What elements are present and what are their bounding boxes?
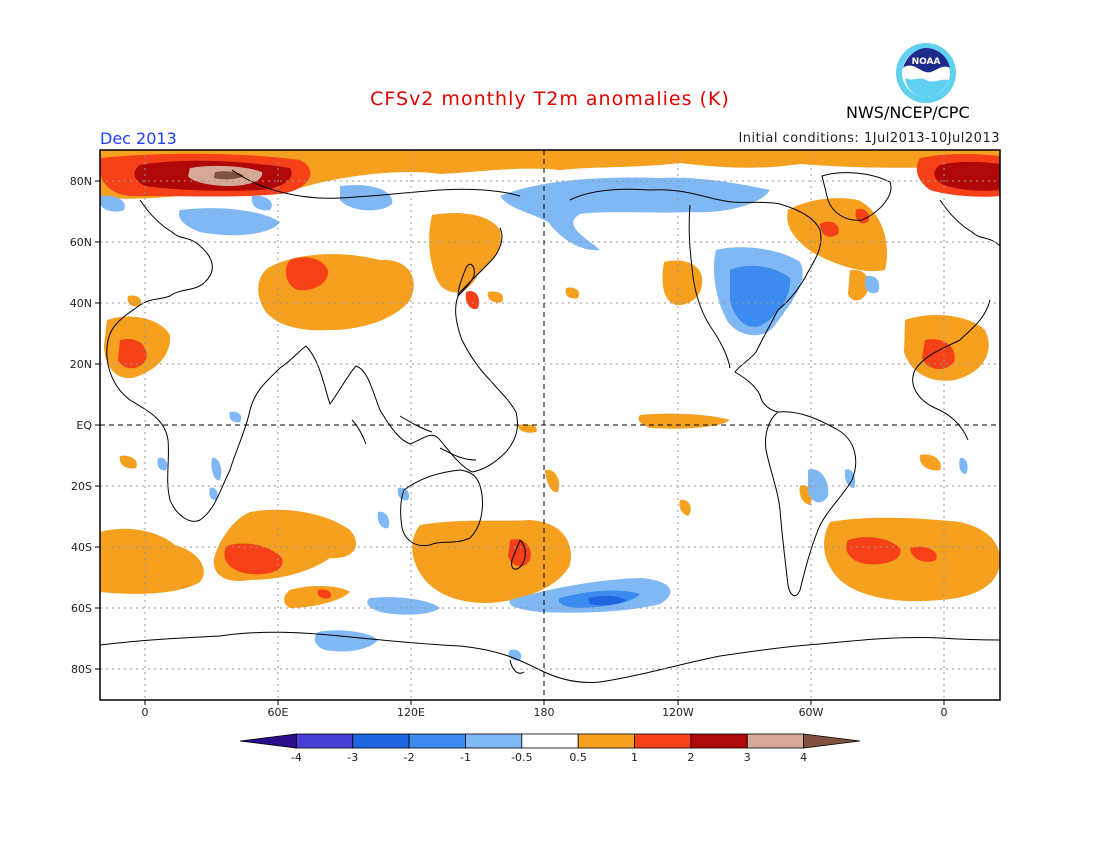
lon-label: 120W bbox=[662, 706, 694, 719]
colorbar-swatch bbox=[577, 733, 635, 749]
longitude-labels: 0 60E 120E 180 120W 60W 0 bbox=[142, 706, 948, 719]
colorbar-label: -0.5 bbox=[511, 751, 532, 764]
noaa-logo-icon: NOAA bbox=[896, 43, 956, 103]
moderate-cold-anomaly-patches bbox=[558, 265, 791, 608]
lon-label: 180 bbox=[534, 706, 555, 719]
colorbar-label: 0.5 bbox=[569, 751, 587, 764]
tick-marks bbox=[95, 180, 945, 705]
colorbar-swatch bbox=[239, 733, 297, 749]
lat-label: 80N bbox=[70, 175, 92, 188]
initial-conditions: Initial conditions: 1Jul2013-10Jul2013 bbox=[738, 131, 1000, 146]
colorbar-label: -1 bbox=[460, 751, 471, 764]
colorbar-swatch bbox=[408, 733, 466, 749]
colorbar-label: 3 bbox=[744, 751, 751, 764]
colorbar-label: 1 bbox=[631, 751, 638, 764]
lat-label: 60N bbox=[70, 236, 92, 249]
lat-label: 80S bbox=[71, 663, 92, 676]
colorbar-swatch bbox=[746, 733, 805, 749]
latitude-labels: 80N 60N 40N 20N EQ 20S 40S 60S 80S bbox=[70, 175, 93, 676]
graticule bbox=[100, 150, 1000, 700]
logo-text: NOAA bbox=[912, 57, 941, 67]
map-title: CFSv2 monthly T2m anomalies (K) bbox=[370, 88, 730, 110]
lon-label: 0 bbox=[142, 706, 149, 719]
colorbar-swatch bbox=[634, 733, 692, 749]
lat-label: 20N bbox=[70, 358, 92, 371]
colorbar: -4 -3 -2 -1 -0.5 0.5 1 2 3 4 bbox=[239, 733, 861, 764]
lon-label: 0 bbox=[941, 706, 948, 719]
lon-label: 60E bbox=[268, 706, 289, 719]
colorbar-label: 4 bbox=[800, 751, 807, 764]
lat-label: EQ bbox=[76, 419, 92, 432]
colorbar-swatch bbox=[352, 733, 410, 749]
lon-label: 60W bbox=[799, 706, 824, 719]
colorbar-swatch bbox=[690, 733, 748, 749]
equator-dateline bbox=[100, 150, 1000, 700]
colorbar-swatch bbox=[465, 733, 523, 749]
agency-label: NWS/NCEP/CPC bbox=[846, 103, 970, 122]
forecast-month: Dec 2013 bbox=[100, 129, 177, 148]
colorbar-label: -4 bbox=[291, 751, 302, 764]
colorbar-swatch bbox=[521, 733, 579, 749]
lat-label: 40S bbox=[71, 541, 92, 554]
lat-label: 20S bbox=[71, 480, 92, 493]
colorbar-label: -2 bbox=[404, 751, 415, 764]
colorbar-swatch bbox=[803, 733, 861, 749]
colorbar-label: 2 bbox=[687, 751, 694, 764]
lat-label: 60S bbox=[71, 602, 92, 615]
colorbar-label: -3 bbox=[347, 751, 358, 764]
lat-label: 40N bbox=[70, 297, 92, 310]
coastlines bbox=[100, 169, 1000, 683]
strong-cold-anomaly-patch bbox=[588, 595, 626, 606]
colorbar-swatch bbox=[295, 733, 354, 749]
lon-label: 120E bbox=[397, 706, 425, 719]
